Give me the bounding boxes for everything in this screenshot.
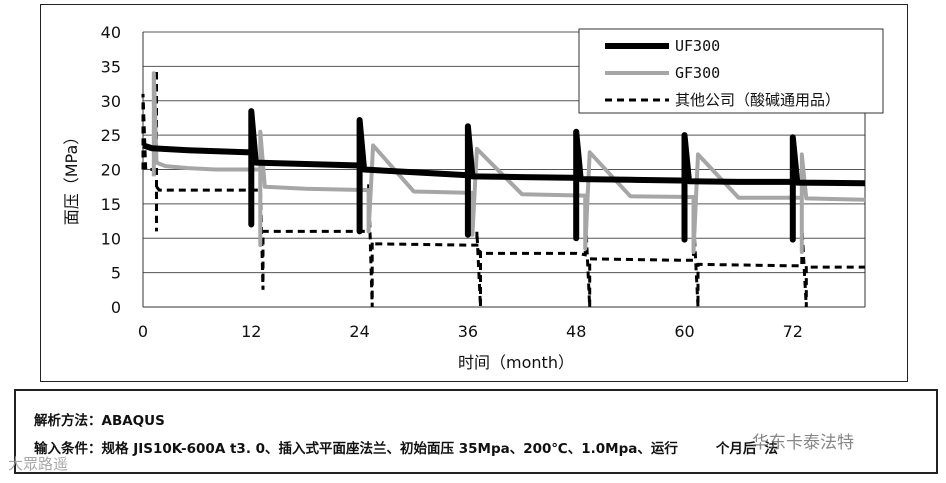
info-method: 解析方法：ABAQUS bbox=[34, 413, 165, 429]
y-tick-label: 0 bbox=[111, 298, 121, 317]
y-tick-label: 20 bbox=[101, 161, 121, 180]
y-tick-label: 10 bbox=[101, 229, 121, 248]
y-tick-label: 30 bbox=[101, 92, 121, 111]
x-tick-label: 0 bbox=[138, 322, 148, 341]
y-tick-label: 35 bbox=[101, 57, 121, 76]
series-layer bbox=[141, 69, 866, 308]
info-conditions-main: 输入条件：规格 JIS10K-600A t3. 0、插入式平面座法兰、初始面压 … bbox=[34, 441, 678, 457]
y-tick-label: 40 bbox=[101, 23, 121, 42]
x-tick-label: 60 bbox=[674, 322, 694, 341]
info-box: 解析方法：ABAQUS 输入条件：规格 JIS10K-600A t3. 0、插入… bbox=[14, 389, 938, 474]
legend-label-1: GF300 bbox=[675, 64, 720, 82]
info-conditions-end: 法 bbox=[764, 441, 778, 457]
series-line-2 bbox=[141, 69, 865, 308]
info-conditions: 输入条件：规格 JIS10K-600A t3. 0、插入式平面座法兰、初始面压 … bbox=[34, 437, 778, 457]
x-tick-label: 48 bbox=[566, 322, 586, 341]
watermark-left: 大眾路遥 bbox=[8, 455, 69, 473]
x-axis-label: 时间（month） bbox=[458, 353, 574, 372]
series-line-0 bbox=[142, 108, 866, 243]
y-tick-label: 25 bbox=[101, 126, 121, 145]
x-tick-label: 12 bbox=[241, 322, 261, 341]
chart-frame: 0 5 10 15 20 25 30 35 40 0 12 24 36 48 60 72 时间（month） … bbox=[40, 4, 908, 382]
legend-label-2: 其他公司（酸碱通用品） bbox=[675, 91, 840, 109]
series-line-1 bbox=[151, 71, 866, 254]
watermark-right: 华东卡泰法特 bbox=[752, 433, 854, 453]
y-tick-label: 5 bbox=[111, 264, 121, 283]
info-conditions-tail: 个月后 bbox=[715, 441, 757, 457]
x-tick-label: 72 bbox=[783, 322, 803, 341]
y-axis-label: 面压（MPa） bbox=[62, 129, 81, 226]
legend: UF300 GF300 其他公司（酸碱通用品） bbox=[578, 28, 884, 114]
x-tick-label: 36 bbox=[458, 322, 478, 341]
y-tick-label: 15 bbox=[101, 195, 121, 214]
x-tick-label: 24 bbox=[349, 322, 369, 341]
tick-labels: 0 5 10 15 20 25 30 35 40 0 12 24 36 48 60 72 bbox=[101, 23, 803, 341]
legend-label-0: UF300 bbox=[675, 37, 720, 55]
